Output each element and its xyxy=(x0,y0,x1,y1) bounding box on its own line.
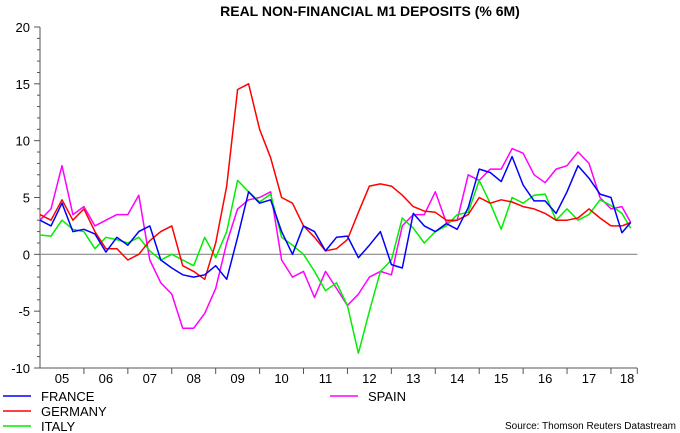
y-tick-label: -5 xyxy=(18,304,30,319)
x-tick-label: 10 xyxy=(274,371,288,386)
x-tick-label: 07 xyxy=(143,371,157,386)
legend-label-france: FRANCE xyxy=(41,389,95,404)
x-tick-label: 17 xyxy=(582,371,596,386)
series-lines xyxy=(39,83,632,354)
y-tick-label: 10 xyxy=(16,134,30,149)
y-tick-label: 5 xyxy=(23,191,30,206)
legend-label-italy: ITALY xyxy=(41,419,76,433)
series-line-germany xyxy=(39,83,631,281)
y-tick-label: 20 xyxy=(16,20,30,35)
series-line-france xyxy=(39,155,632,281)
x-tick-label: 08 xyxy=(186,371,200,386)
x-tick-label: 14 xyxy=(450,371,464,386)
y-tick-label: 15 xyxy=(16,77,30,92)
y-tick-label: 0 xyxy=(23,247,30,262)
x-tick-label: 12 xyxy=(362,371,376,386)
source-note: Source: Thomson Reuters Datastream xyxy=(505,421,676,432)
x-tick-label: 16 xyxy=(538,371,552,386)
legend-label-spain: SPAIN xyxy=(368,389,406,404)
x-tick-label: 05 xyxy=(55,371,69,386)
x-tick-label: 13 xyxy=(406,371,420,386)
chart-title: REAL NON-FINANCIAL M1 DEPOSITS (% 6M) xyxy=(220,3,520,19)
x-tick-label: 15 xyxy=(494,371,508,386)
x-tick-label: 06 xyxy=(99,371,113,386)
series-line-spain xyxy=(39,147,632,329)
legend-label-germany: GERMANY xyxy=(41,404,107,419)
x-tick-label: 18 xyxy=(620,371,634,386)
y-tick-label: -10 xyxy=(11,361,30,376)
x-tick-label: 09 xyxy=(230,371,244,386)
series-line-italy xyxy=(39,179,632,354)
x-tick-label: 11 xyxy=(319,371,333,386)
